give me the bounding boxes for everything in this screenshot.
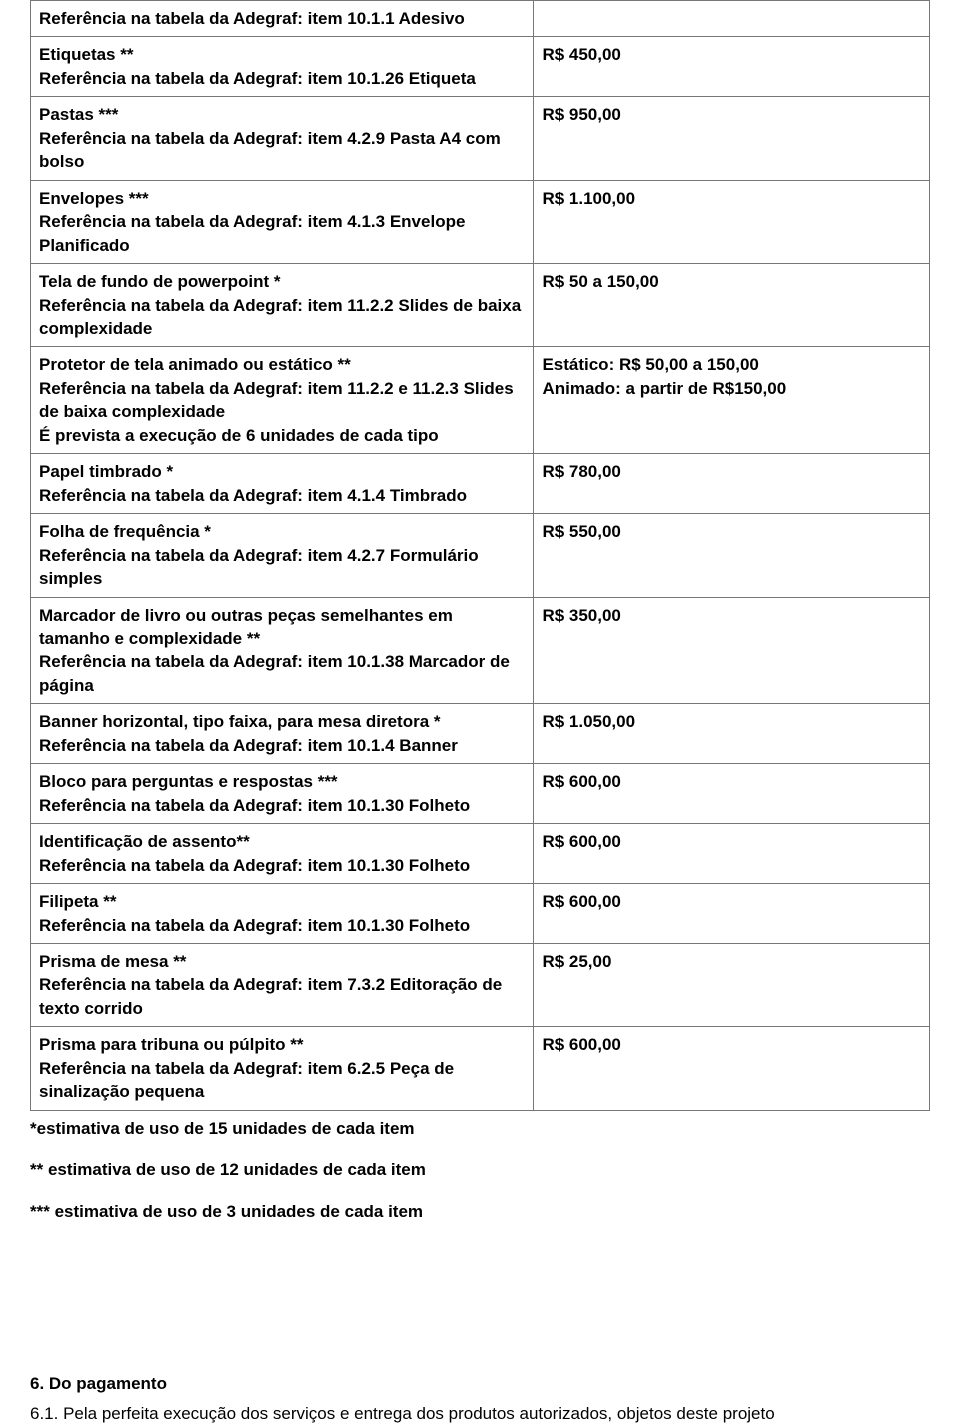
item-title: Pastas *** [39,105,118,124]
desc-cell: Protetor de tela animado ou estático ** … [31,347,534,454]
table-row: Prisma de mesa ** Referência na tabela d… [31,943,930,1026]
item-title: Referência na tabela da Adegraf: item 10… [39,9,465,28]
table-row: Banner horizontal, tipo faixa, para mesa… [31,704,930,764]
value-cell: R$ 600,00 [534,884,930,944]
value-line-1: Estático: R$ 50,00 a 150,00 [542,355,758,374]
table-row: Papel timbrado * Referência na tabela da… [31,454,930,514]
item-ref: Referência na tabela da Adegraf: item 10… [39,796,470,815]
desc-cell: Prisma de mesa ** Referência na tabela d… [31,943,534,1026]
desc-cell: Referência na tabela da Adegraf: item 10… [31,1,534,37]
item-ref: Referência na tabela da Adegraf: item 10… [39,856,470,875]
desc-cell: Marcador de livro ou outras peças semelh… [31,597,534,704]
item-title: Papel timbrado * [39,462,173,481]
table-row: Marcador de livro ou outras peças semelh… [31,597,930,704]
table-row: Folha de frequência * Referência na tabe… [31,514,930,597]
item-title: Filipeta ** [39,892,116,911]
item-ref: Referência na tabela da Adegraf: item 4.… [39,486,467,505]
item-title: Identificação de assento** [39,832,250,851]
table-row: Referência na tabela da Adegraf: item 10… [31,1,930,37]
table-row: Etiquetas ** Referência na tabela da Ade… [31,37,930,97]
item-ref: Referência na tabela da Adegraf: item 11… [39,379,514,421]
desc-cell: Filipeta ** Referência na tabela da Adeg… [31,884,534,944]
desc-cell: Prisma para tribuna ou púlpito ** Referê… [31,1027,534,1110]
section-paragraph: 6.1. Pela perfeita execução dos serviços… [30,1402,930,1426]
value-cell: R$ 600,00 [534,1027,930,1110]
table-row: Tela de fundo de powerpoint * Referência… [31,264,930,347]
value-cell: R$ 600,00 [534,824,930,884]
item-ref: Referência na tabela da Adegraf: item 4.… [39,212,465,254]
value-cell: Estático: R$ 50,00 a 150,00 Animado: a p… [534,347,930,454]
desc-cell: Folha de frequência * Referência na tabe… [31,514,534,597]
table-row: Pastas *** Referência na tabela da Adegr… [31,97,930,180]
value-cell: R$ 350,00 [534,597,930,704]
desc-cell: Bloco para perguntas e respostas *** Ref… [31,764,534,824]
table-row: Identificação de assento** Referência na… [31,824,930,884]
desc-cell: Pastas *** Referência na tabela da Adegr… [31,97,534,180]
desc-cell: Papel timbrado * Referência na tabela da… [31,454,534,514]
item-title: Prisma de mesa ** [39,952,186,971]
item-ref: Referência na tabela da Adegraf: item 10… [39,652,510,694]
item-title: Protetor de tela animado ou estático ** [39,355,351,374]
desc-cell: Identificação de assento** Referência na… [31,824,534,884]
value-cell [534,1,930,37]
table-row: Bloco para perguntas e respostas *** Ref… [31,764,930,824]
pricing-table: Referência na tabela da Adegraf: item 10… [30,0,930,1111]
item-ref: Referência na tabela da Adegraf: item 4.… [39,546,479,588]
value-cell: R$ 950,00 [534,97,930,180]
item-ref: Referência na tabela da Adegraf: item 10… [39,736,458,755]
item-ref: Referência na tabela da Adegraf: item 4.… [39,129,501,171]
item-ref: Referência na tabela da Adegraf: item 10… [39,916,470,935]
value-cell: R$ 600,00 [534,764,930,824]
item-title: Folha de frequência * [39,522,211,541]
item-ref: Referência na tabela da Adegraf: item 11… [39,296,521,338]
value-cell: R$ 450,00 [534,37,930,97]
item-title: Bloco para perguntas e respostas *** [39,772,338,791]
footnote-3: *** estimativa de uso de 3 unidades de c… [30,1200,930,1224]
value-cell: R$ 550,00 [534,514,930,597]
item-extra: É prevista a execução de 6 unidades de c… [39,426,439,445]
table-row: Protetor de tela animado ou estático ** … [31,347,930,454]
item-title: Envelopes *** [39,189,149,208]
value-cell: R$ 780,00 [534,454,930,514]
desc-cell: Etiquetas ** Referência na tabela da Ade… [31,37,534,97]
item-ref: Referência na tabela da Adegraf: item 6.… [39,1059,454,1101]
value-cell: R$ 1.100,00 [534,180,930,263]
value-cell: R$ 1.050,00 [534,704,930,764]
table-row: Filipeta ** Referência na tabela da Adeg… [31,884,930,944]
desc-cell: Envelopes *** Referência na tabela da Ad… [31,180,534,263]
desc-cell: Tela de fundo de powerpoint * Referência… [31,264,534,347]
item-ref: Referência na tabela da Adegraf: item 7.… [39,975,502,1017]
value-cell: R$ 25,00 [534,943,930,1026]
item-title: Marcador de livro ou outras peças semelh… [39,606,453,648]
footnote-1: *estimativa de uso de 15 unidades de cad… [30,1117,930,1141]
section-heading: 6. Do pagamento [30,1374,930,1394]
item-title: Etiquetas ** [39,45,133,64]
item-title: Prisma para tribuna ou púlpito ** [39,1035,303,1054]
desc-cell: Banner horizontal, tipo faixa, para mesa… [31,704,534,764]
value-cell: R$ 50 a 150,00 [534,264,930,347]
value-line-2: Animado: a partir de R$150,00 [542,379,786,398]
item-title: Tela de fundo de powerpoint * [39,272,280,291]
table-row: Envelopes *** Referência na tabela da Ad… [31,180,930,263]
footnotes: *estimativa de uso de 15 unidades de cad… [30,1117,930,1224]
item-title: Banner horizontal, tipo faixa, para mesa… [39,712,441,731]
table-row: Prisma para tribuna ou púlpito ** Referê… [31,1027,930,1110]
footnote-2: ** estimativa de uso de 12 unidades de c… [30,1158,930,1182]
item-ref: Referência na tabela da Adegraf: item 10… [39,69,476,88]
